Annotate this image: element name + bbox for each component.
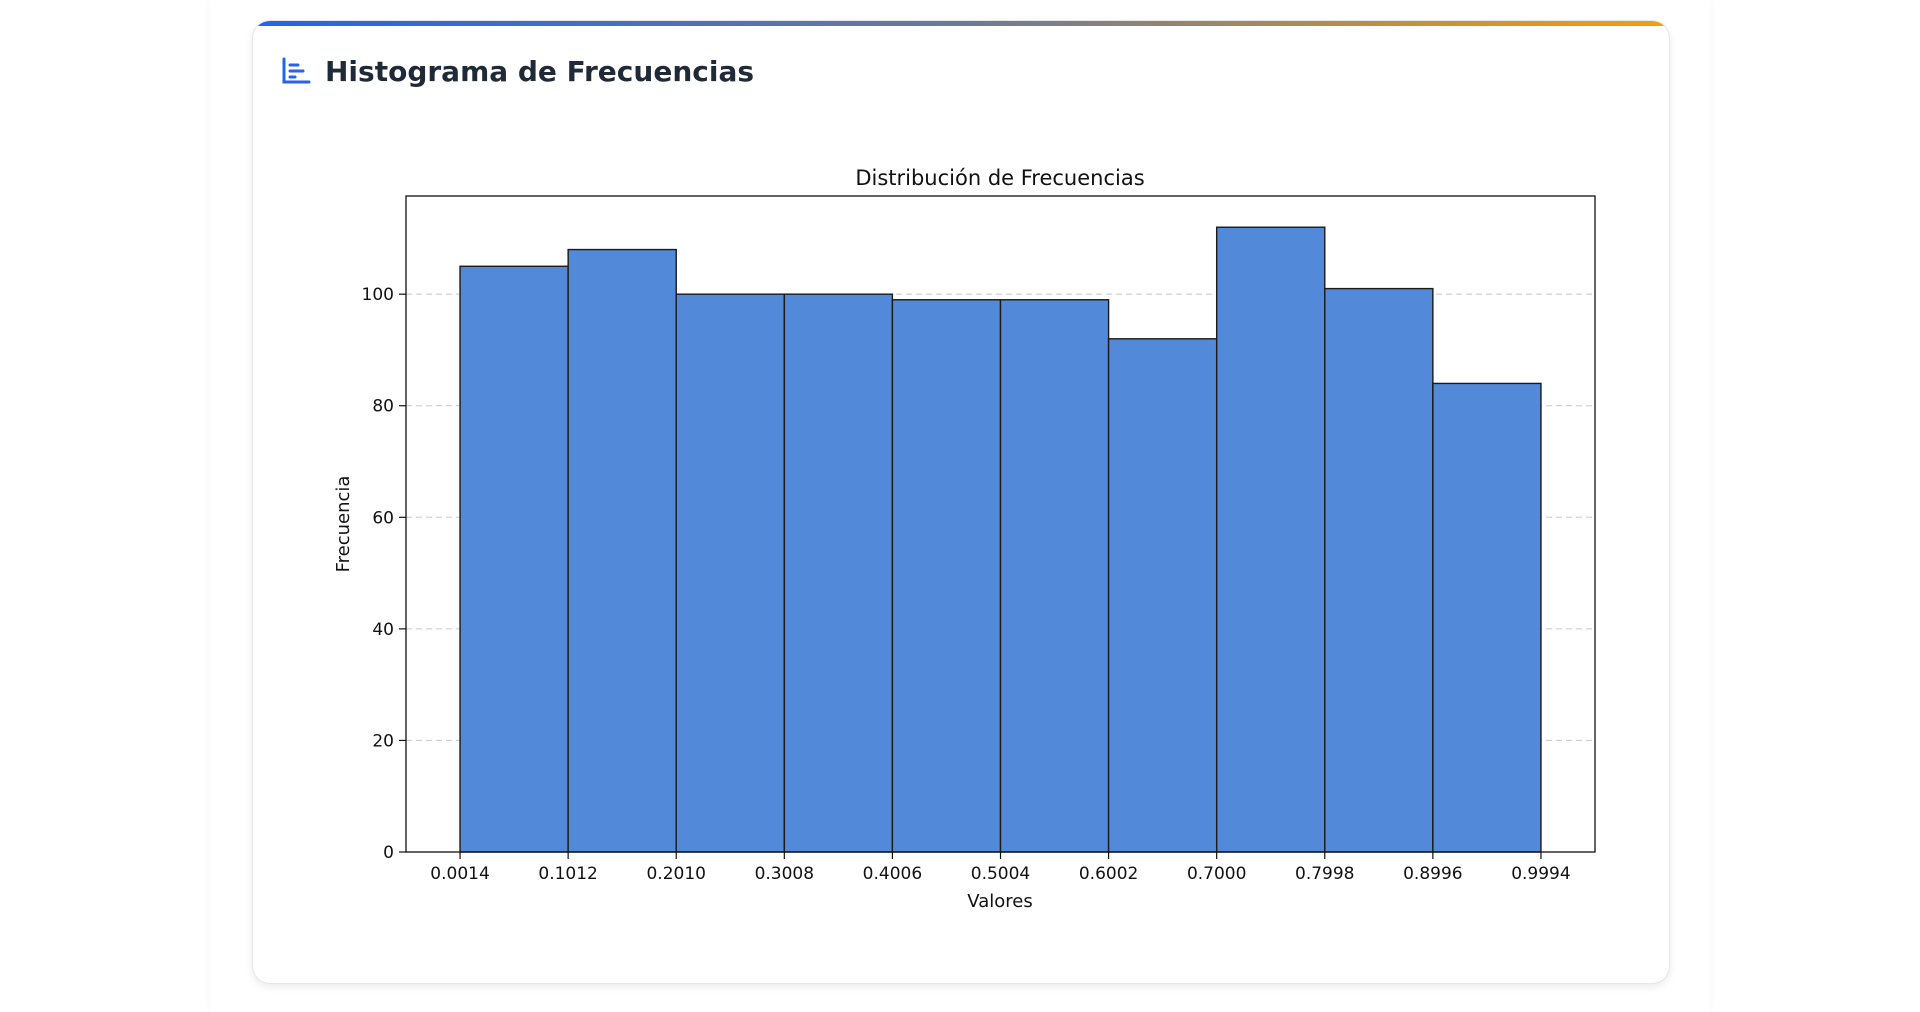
- y-tick-label: 20: [372, 731, 394, 751]
- x-tick-label: 0.4006: [863, 864, 922, 884]
- x-tick-label: 0.5004: [971, 864, 1030, 884]
- chart-area: Distribución de Frecuencias 0 20 40 60 80 100…: [253, 21, 1669, 983]
- x-tick-label: 0.9994: [1511, 864, 1570, 884]
- histogram-bar: [1215, 226, 1326, 853]
- chart-title: Distribución de Frecuencias: [855, 166, 1144, 190]
- card-accent-bar: [253, 21, 1669, 26]
- histogram-bar: [891, 299, 1002, 853]
- x-tick-label: 0.6002: [1079, 864, 1138, 884]
- histogram-chart: Distribución de Frecuencias 0 20 40 60 80 100…: [333, 166, 1596, 912]
- histogram-bar: [675, 293, 786, 853]
- y-tick-label: 40: [372, 620, 394, 640]
- x-tick-label: 0.7998: [1295, 864, 1354, 884]
- y-tick-label: 60: [372, 508, 394, 528]
- x-tick-label: 0.3008: [755, 864, 814, 884]
- card-title: Histograma de Frecuencias: [325, 54, 755, 88]
- bars-layer: [459, 226, 1542, 853]
- histogram-bar: [459, 265, 569, 853]
- histogram-bar: [567, 248, 677, 853]
- histogram-bar: [999, 299, 1110, 853]
- x-tick-label: 0.8996: [1403, 864, 1462, 884]
- x-axis-label: Valores: [967, 891, 1032, 912]
- y-tick-label: 100: [362, 285, 394, 305]
- histogram-bar: [783, 293, 894, 853]
- y-axis-label: Frecuencia: [333, 476, 354, 573]
- ticks-layer: 0 20 40 60 80 100 0.0014 0.1012 0.2010 0.3008 0.40…: [362, 285, 1571, 884]
- x-tick-label: 0.0014: [430, 864, 489, 884]
- x-tick-label: 0.2010: [646, 864, 705, 884]
- histogram-bar: [1107, 338, 1218, 853]
- histogram-bar: [1324, 287, 1434, 853]
- x-tick-label: 0.1012: [538, 864, 597, 884]
- y-tick-label: 80: [372, 397, 394, 417]
- y-tick-label: 0: [383, 843, 394, 863]
- histogram-bar: [1432, 382, 1542, 853]
- card-header: Histograma de Frecuencias: [281, 51, 754, 91]
- histogram-card: Histograma de Frecuencias Distribución d…: [252, 20, 1670, 984]
- x-tick-label: 0.7000: [1187, 864, 1246, 884]
- bar-chart-icon: [281, 56, 311, 86]
